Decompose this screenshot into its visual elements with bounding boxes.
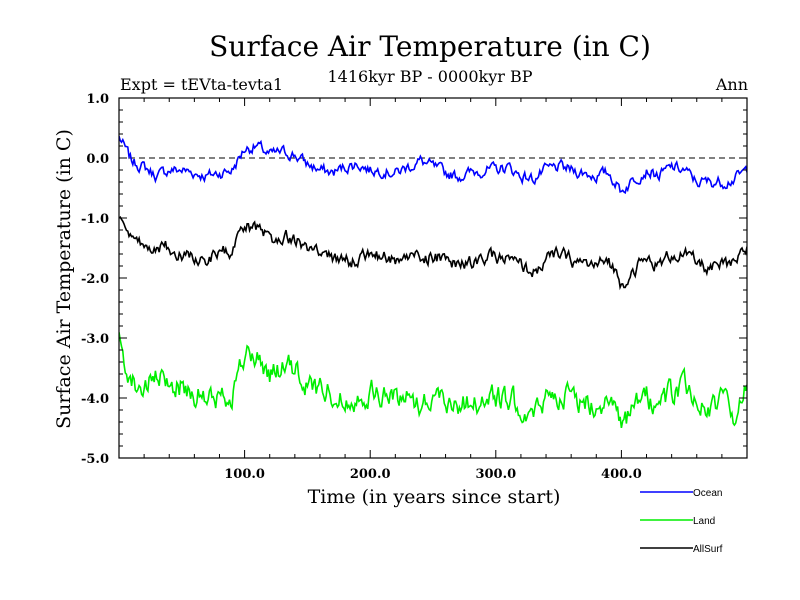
y-tick-label: -2.0 [81, 272, 109, 287]
y-tick-label: -3.0 [81, 332, 109, 347]
y-tick-label: 1.0 [86, 92, 109, 107]
legend-label-land: Land [693, 516, 715, 527]
season-label: Ann [715, 75, 748, 94]
expt-label: Expt = tEVta-tevta1 [120, 75, 283, 94]
x-tick-label: 300.0 [475, 467, 516, 482]
x-tick-label: 100.0 [224, 467, 265, 482]
x-tick-label: 400.0 [601, 467, 642, 482]
series-layer [119, 135, 747, 429]
y-axis-label: Surface Air Temperature (in C) [53, 129, 75, 429]
chart-subtitle: 1416kyr BP - 0000kyr BP [328, 67, 533, 86]
plot-frame [118, 97, 748, 459]
y-tick-label: -5.0 [81, 452, 109, 467]
y-tick-label: -4.0 [81, 392, 109, 407]
y-tick-label: 0.0 [86, 152, 109, 167]
legend-label-allsurf: AllSurf [693, 544, 723, 555]
x-tick-label: 200.0 [350, 467, 391, 482]
legend: Ocean Land AllSurf [640, 488, 723, 555]
x-axis-label: Time (in years since start) [308, 486, 561, 508]
series-line-allsurf [119, 216, 747, 291]
legend-label-ocean: Ocean [693, 488, 722, 499]
chart-title: Surface Air Temperature (in C) [209, 30, 651, 63]
ticks-layer: 100.0 200.0 300.0 400.0 1.0 0.0 -1.0 -2.0 -3.0 -4… [81, 92, 748, 482]
series-line-land [119, 332, 747, 429]
series-line-ocean [119, 135, 747, 195]
y-tick-label: -1.0 [81, 212, 109, 227]
